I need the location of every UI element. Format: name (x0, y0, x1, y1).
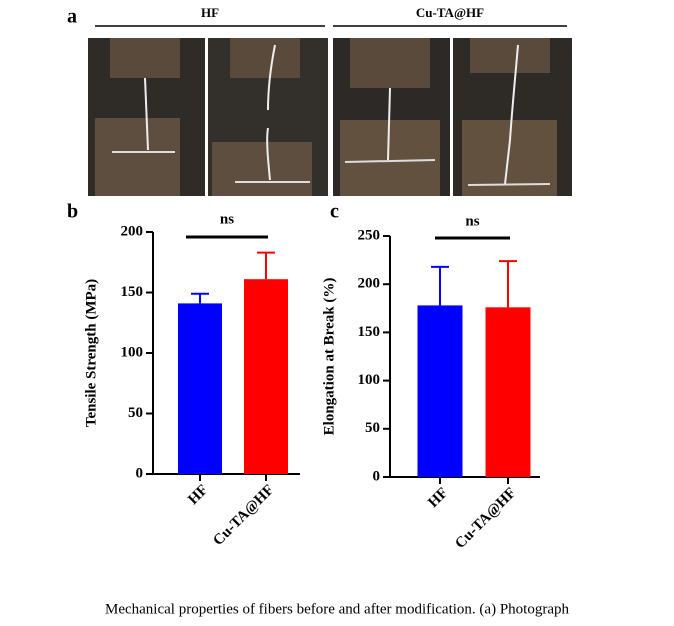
caption: Mechanical properties of fibers before a… (105, 601, 569, 617)
panel-label: b (67, 201, 78, 223)
y-tick-label: 150 (358, 324, 381, 340)
y-tick-label: 0 (373, 468, 381, 484)
y-tick-label: 200 (358, 276, 381, 292)
error-bar (499, 260, 517, 308)
group-label: Cu-TA@HF (416, 5, 484, 20)
bar (178, 303, 222, 474)
panel-label: c (330, 201, 339, 223)
annotation: ns (220, 211, 234, 227)
y-tick-label: 50 (128, 405, 143, 421)
y-tick-label: 150 (121, 284, 144, 300)
y-axis-label: Tensile Strength (MPa) (83, 279, 99, 427)
photo (88, 38, 205, 196)
y-tick-label: 250 (358, 227, 381, 243)
x-tick-label: HF (185, 482, 211, 508)
photo (453, 38, 572, 196)
error-bar (257, 251, 275, 280)
y-tick-label: 200 (121, 223, 144, 239)
photo (333, 38, 450, 196)
error-bar (191, 292, 209, 304)
bar (417, 305, 463, 477)
bar (485, 307, 531, 477)
photos (88, 38, 572, 196)
y-tick-label: 0 (136, 465, 144, 481)
panel-label: a (67, 6, 77, 28)
x-tick-label: Cu-TA@HF (452, 485, 519, 552)
y-tick-label: 50 (365, 420, 380, 436)
x-tick-label: Cu-TA@HF (210, 482, 277, 549)
group-label: HF (201, 5, 219, 20)
annotation: ns (465, 213, 479, 229)
photo (208, 38, 328, 196)
y-tick-label: 100 (121, 344, 144, 360)
y-axis-label: Elongation at Break (%) (321, 278, 337, 436)
bar (244, 279, 288, 474)
y-tick-label: 100 (358, 372, 381, 388)
x-tick-label: HF (425, 485, 451, 511)
error-bar (431, 265, 449, 306)
